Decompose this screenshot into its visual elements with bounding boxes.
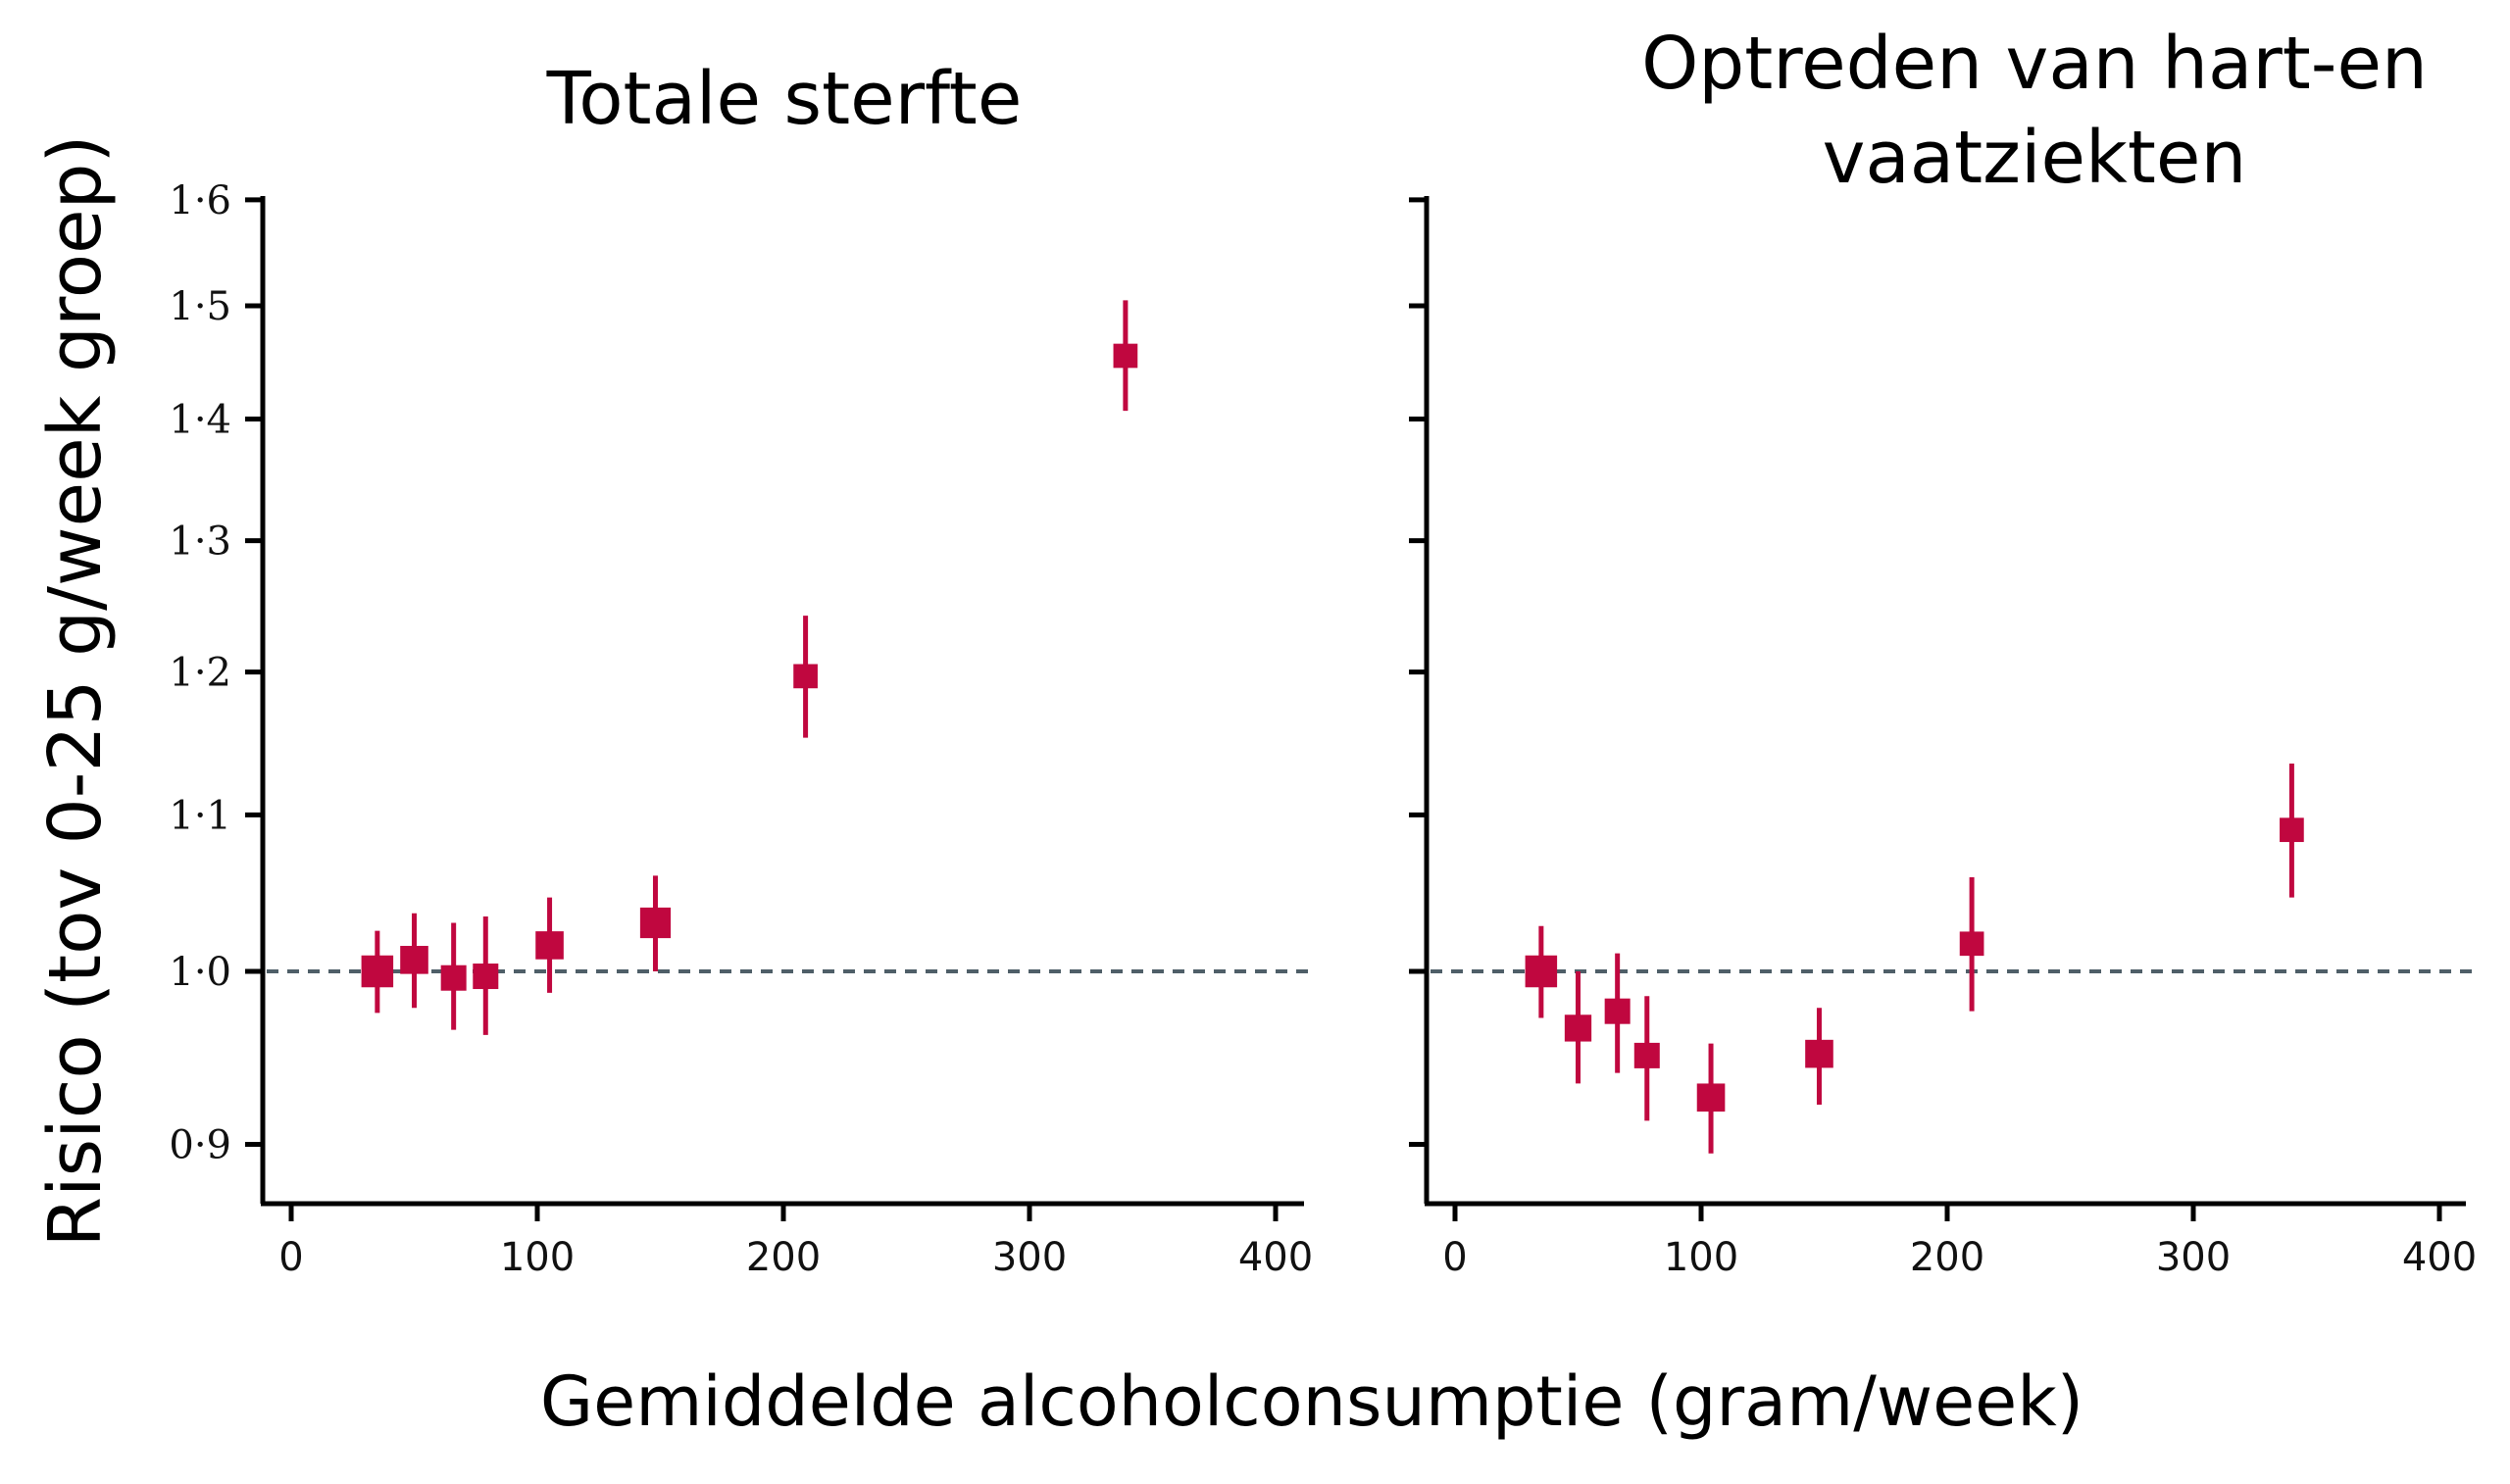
x-tick-label: 0 <box>278 1235 303 1280</box>
y-tick-label: 1·2 <box>169 651 231 696</box>
panel-hart-en-vaatziekten: 0 100 200 300 400 <box>1409 196 2477 1280</box>
panel-2-title-line-2: vaatziekten <box>1823 116 2247 200</box>
y-tick-label: 1·4 <box>169 398 231 443</box>
y-tick-label: 1·5 <box>169 284 231 329</box>
data-point <box>1696 1083 1726 1113</box>
panel-1-title: Totale sterfte <box>546 57 1023 141</box>
y-tick-label: 1·6 <box>169 178 231 223</box>
data-point <box>473 964 499 990</box>
data-point <box>400 946 428 974</box>
data-point <box>1805 1039 1833 1068</box>
data-point <box>1525 955 1558 988</box>
y-tick-label: 1·0 <box>169 950 231 995</box>
x-tick-label: 300 <box>2156 1235 2231 1280</box>
panel-totale-sterfte: 0·9 1·0 1·1 1·2 1·3 1·4 1·5 1·6 0 100 200 300 400 <box>169 178 1314 1280</box>
data-point <box>1113 343 1138 369</box>
y-tick-label: 0·9 <box>169 1122 231 1167</box>
data-point <box>440 965 467 991</box>
data-point <box>535 931 564 960</box>
y-axis-label: Risico (tov 0-25 g/week groep) <box>33 135 118 1248</box>
y-tick-label: 1·1 <box>169 793 231 838</box>
x-tick-label: 200 <box>746 1235 821 1280</box>
data-point <box>2280 817 2304 843</box>
x-tick-label: 400 <box>1238 1235 1313 1280</box>
data-point <box>1564 1014 1592 1042</box>
x-tick-label: 0 <box>1442 1235 1467 1280</box>
x-tick-label: 200 <box>1910 1235 1984 1280</box>
y-tick-label: 1·3 <box>169 519 231 565</box>
x-axis-label: Gemiddelde alcoholconsumptie (gram/week) <box>540 1361 2083 1442</box>
x-tick-label: 400 <box>2402 1235 2477 1280</box>
data-point <box>1633 1042 1660 1068</box>
x-tick-label: 100 <box>1664 1235 1738 1280</box>
x-tick-label: 100 <box>500 1235 575 1280</box>
data-point <box>793 664 818 689</box>
panel-2-title-line-1: Optreden van hart-en <box>1641 22 2428 106</box>
data-point <box>1604 998 1631 1024</box>
data-point <box>361 955 394 988</box>
x-tick-label: 300 <box>992 1235 1067 1280</box>
data-point <box>1959 931 1984 957</box>
data-point <box>639 907 672 939</box>
